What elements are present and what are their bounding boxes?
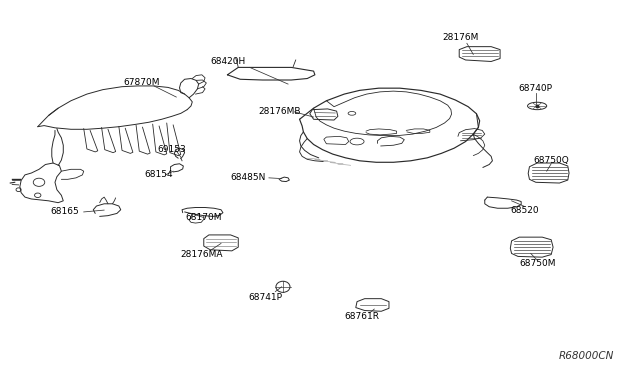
Text: 68420H: 68420H (211, 57, 246, 66)
Text: 68761R: 68761R (344, 312, 379, 321)
Text: 68740P: 68740P (519, 84, 553, 93)
Text: 67870M: 67870M (123, 78, 159, 87)
Text: 68485N: 68485N (231, 173, 266, 182)
Text: 28176M: 28176M (442, 33, 479, 42)
Text: 68750Q: 68750Q (533, 155, 569, 164)
Text: R68000CN: R68000CN (558, 351, 614, 361)
Text: 69153: 69153 (157, 145, 186, 154)
Text: 68154: 68154 (145, 170, 173, 179)
Text: 68170M: 68170M (186, 213, 222, 222)
Text: 68165: 68165 (50, 208, 79, 217)
Text: 68750M: 68750M (519, 259, 556, 268)
Text: 28176MB: 28176MB (258, 108, 300, 116)
Text: 68520: 68520 (510, 206, 539, 215)
Text: 28176MA: 28176MA (180, 250, 223, 259)
Text: 68741P: 68741P (249, 293, 283, 302)
